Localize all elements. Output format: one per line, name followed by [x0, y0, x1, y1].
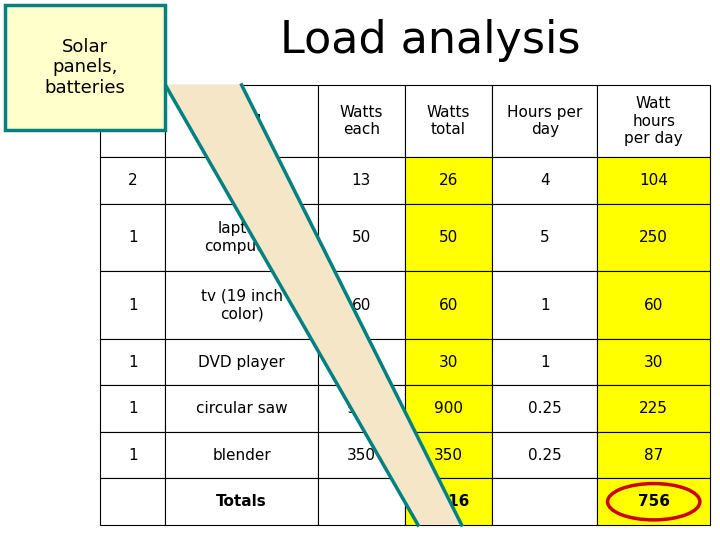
Text: 350: 350 [347, 448, 376, 463]
Bar [166, 157, 318, 204]
Bar [100, 271, 166, 339]
Bar [492, 271, 598, 339]
Text: 50: 50 [439, 230, 458, 245]
Text: Totals: Totals [216, 494, 267, 509]
Text: laptop
computer: laptop computer [204, 221, 279, 254]
Text: Solar
panels,
batteries: Solar panels, batteries [45, 38, 125, 97]
Bar [405, 157, 492, 204]
Bar [492, 85, 598, 157]
Text: Watts
each: Watts each [340, 105, 383, 137]
Bar [598, 204, 710, 271]
Bar [492, 386, 598, 432]
Bar [100, 386, 166, 432]
Bar [598, 478, 710, 525]
Bar [166, 339, 318, 386]
Bar [405, 339, 492, 386]
Bar [405, 432, 492, 478]
Bar [492, 432, 598, 478]
Text: 1416: 1416 [428, 494, 469, 509]
Text: 900: 900 [434, 401, 463, 416]
Bar [318, 386, 405, 432]
Bar [318, 432, 405, 478]
Text: tv (19 inch
color): tv (19 inch color) [201, 289, 283, 321]
Bar [166, 85, 318, 157]
Bar [166, 204, 318, 271]
Text: 5: 5 [540, 230, 549, 245]
Text: 13: 13 [352, 173, 371, 188]
Text: 26: 26 [439, 173, 458, 188]
Text: 1: 1 [128, 355, 138, 369]
Text: 30: 30 [352, 355, 371, 369]
Text: 60: 60 [644, 298, 663, 313]
Text: DVD player: DVD player [198, 355, 285, 369]
Bar [598, 339, 710, 386]
Bar [405, 271, 492, 339]
Text: 1: 1 [128, 298, 138, 313]
Text: 87: 87 [644, 448, 663, 463]
Bar [405, 85, 492, 157]
Text: 1: 1 [128, 230, 138, 245]
Bar [318, 271, 405, 339]
Bar [100, 157, 166, 204]
Text: 1: 1 [540, 355, 549, 369]
Bar [492, 339, 598, 386]
Text: 1: 1 [128, 401, 138, 416]
Bar [492, 157, 598, 204]
Text: 104: 104 [639, 173, 668, 188]
Text: 0.25: 0.25 [528, 401, 562, 416]
Text: 900: 900 [347, 401, 376, 416]
Bar [598, 271, 710, 339]
Bar [598, 432, 710, 478]
Bar [5, 5, 165, 130]
Text: Hours per
day: Hours per day [507, 105, 582, 137]
Bar [166, 271, 318, 339]
Bar [492, 204, 598, 271]
Bar [166, 432, 318, 478]
Text: 4: 4 [540, 173, 549, 188]
Bar [100, 204, 166, 271]
Bar [100, 85, 166, 157]
Text: 350: 350 [434, 448, 463, 463]
Text: 50: 50 [352, 230, 371, 245]
Bar [405, 204, 492, 271]
Text: Watts
total: Watts total [427, 105, 470, 137]
Text: 250: 250 [639, 230, 668, 245]
Bar [100, 478, 166, 525]
Text: 225: 225 [639, 401, 668, 416]
Bar [318, 339, 405, 386]
Text: Qty: Qty [117, 113, 148, 129]
Bar [166, 478, 318, 525]
Text: Load: Load [221, 113, 262, 129]
Text: circular saw: circular saw [196, 401, 287, 416]
Bar [100, 432, 166, 478]
Bar [318, 85, 405, 157]
Bar [598, 157, 710, 204]
Text: Load analysis: Load analysis [280, 18, 580, 62]
Text: 30: 30 [439, 355, 458, 369]
Bar [598, 386, 710, 432]
Bar [405, 386, 492, 432]
Bar [318, 478, 405, 525]
Text: Watt
hours
per day: Watt hours per day [624, 96, 683, 146]
Bar [492, 478, 598, 525]
Text: blender: blender [212, 448, 271, 463]
Text: 60: 60 [352, 298, 371, 313]
Text: 1: 1 [128, 448, 138, 463]
Text: 30: 30 [644, 355, 663, 369]
Text: 2: 2 [128, 173, 138, 188]
Text: light: light [225, 173, 258, 188]
Bar [318, 204, 405, 271]
Text: 1: 1 [540, 298, 549, 313]
Text: 60: 60 [439, 298, 458, 313]
Bar [405, 478, 492, 525]
Text: 756: 756 [638, 494, 670, 509]
Text: 0.25: 0.25 [528, 448, 562, 463]
Bar [318, 157, 405, 204]
Bar [598, 85, 710, 157]
Bar [166, 386, 318, 432]
Bar [100, 339, 166, 386]
Polygon shape [166, 85, 462, 525]
